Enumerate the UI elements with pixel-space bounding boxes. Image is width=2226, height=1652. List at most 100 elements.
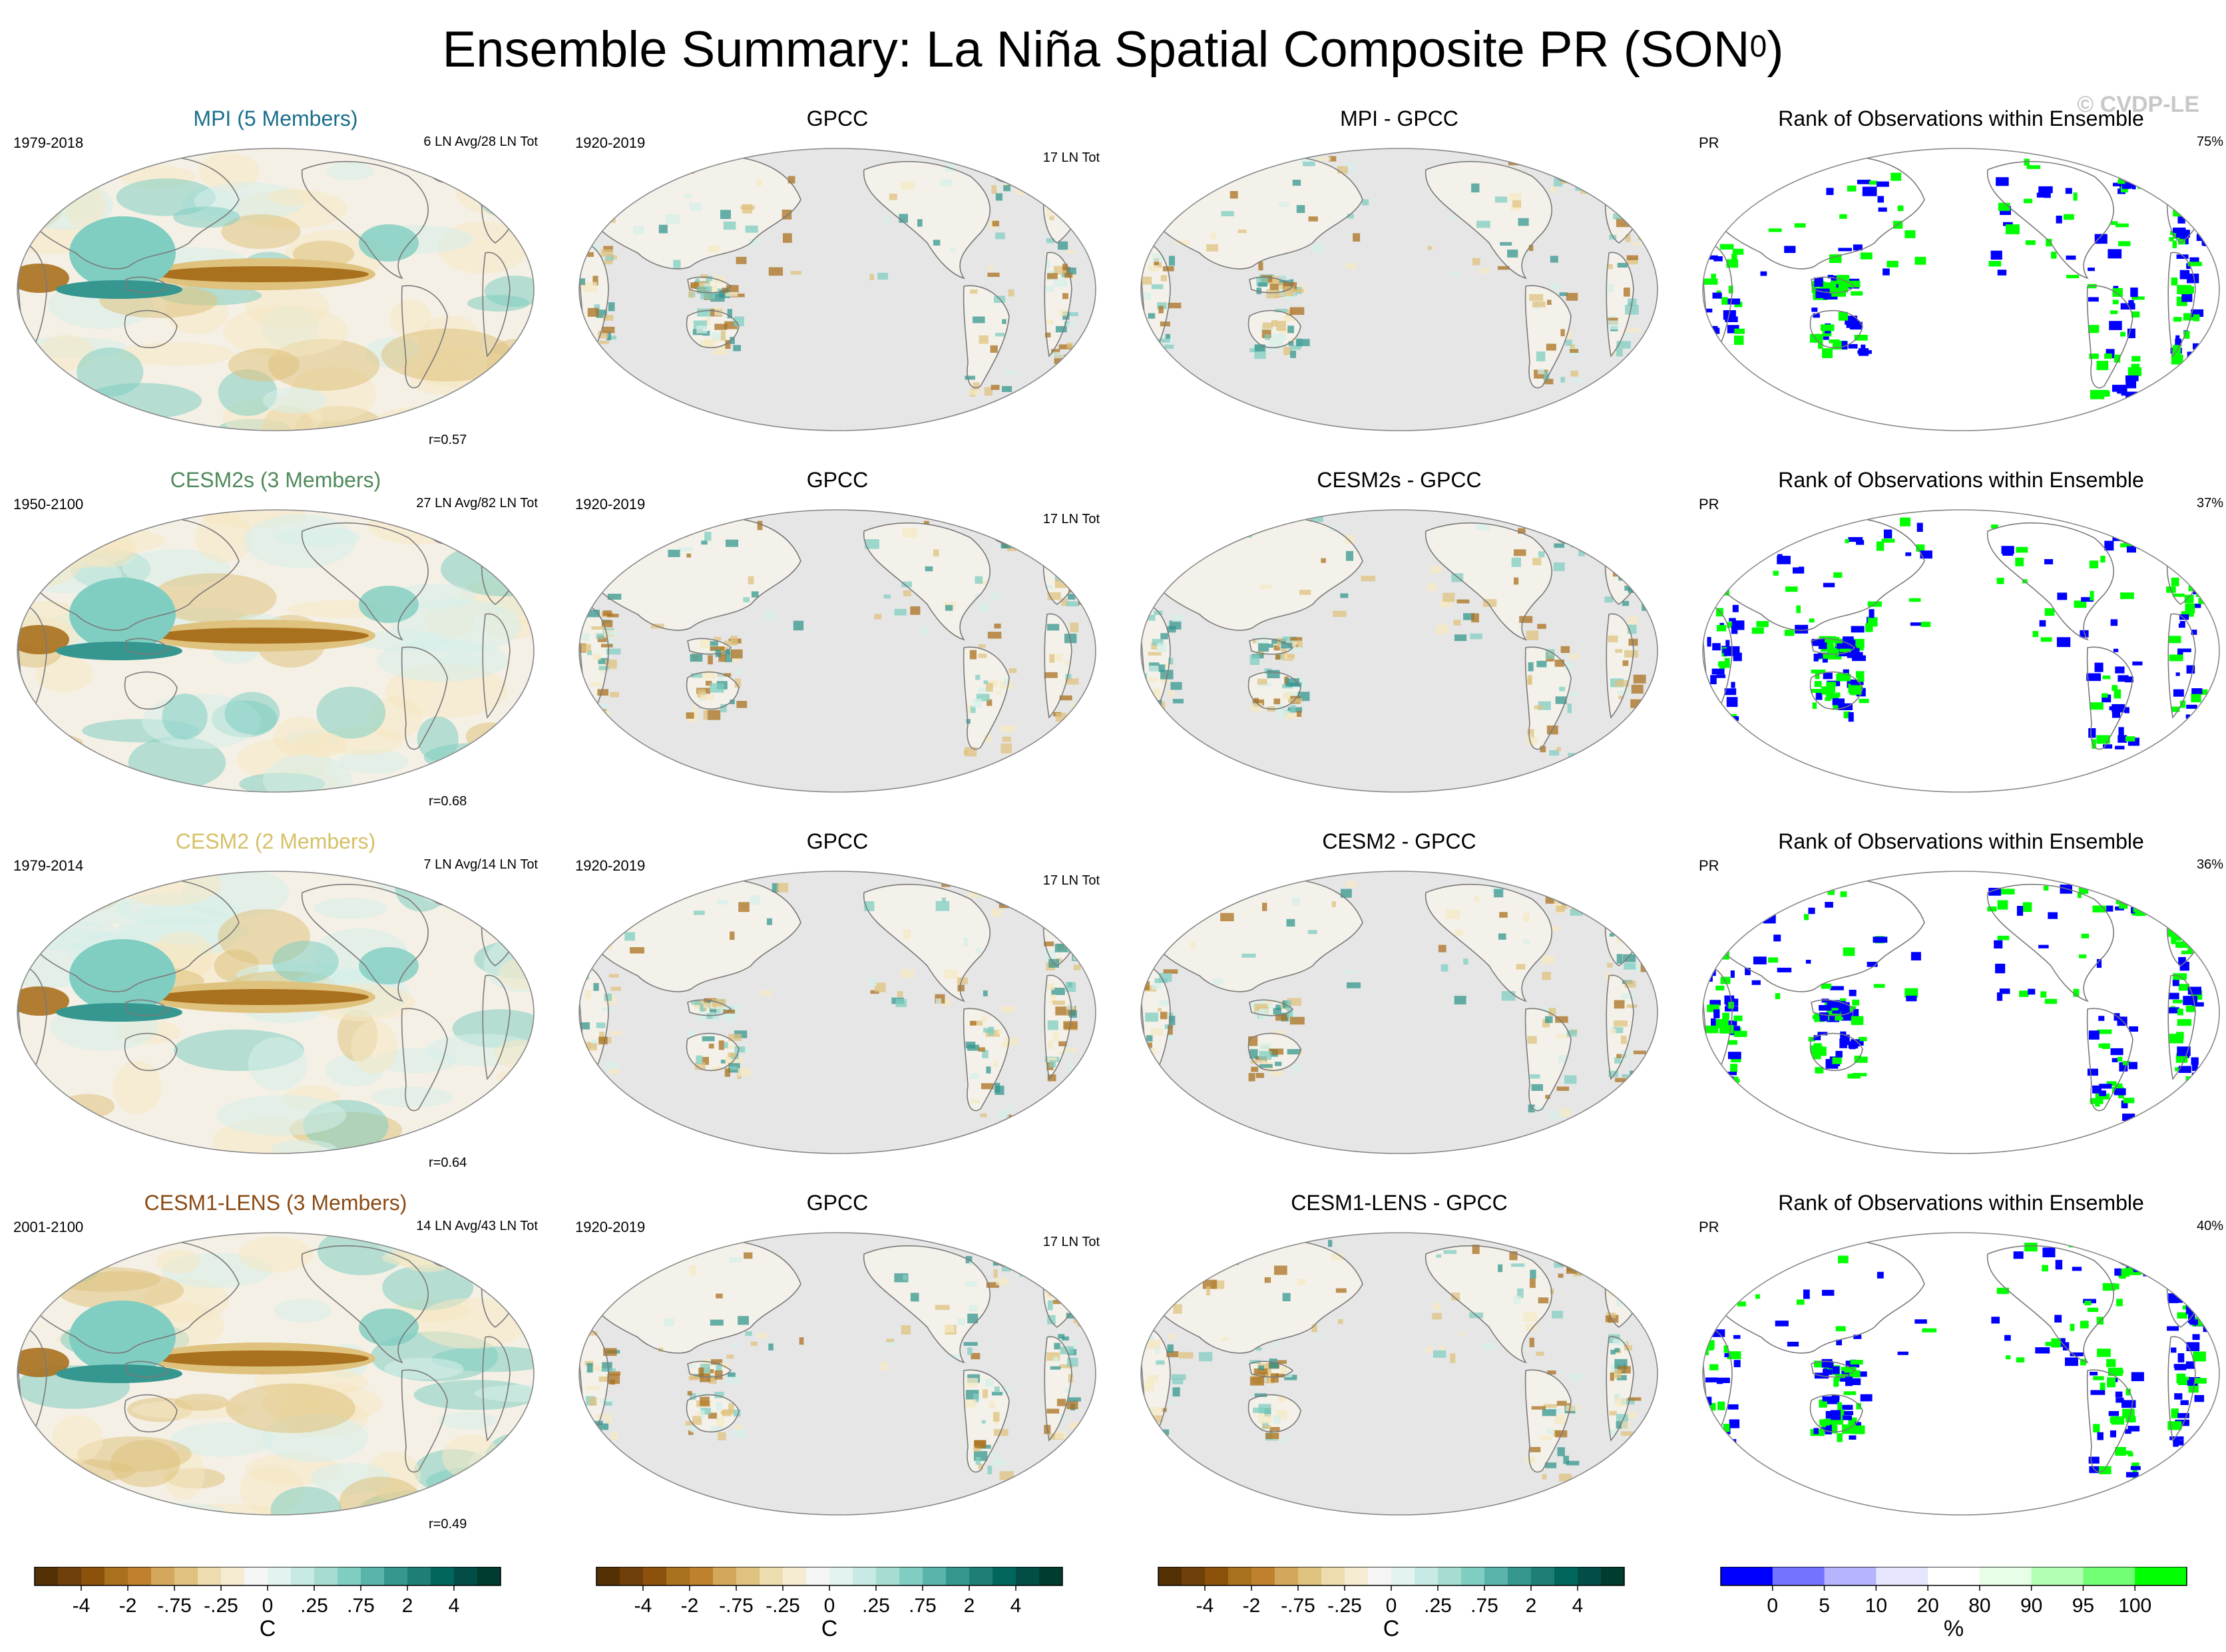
anomaly-cell xyxy=(1796,605,1801,614)
colorbar-unit: C xyxy=(821,1616,838,1641)
coastline xyxy=(2167,974,2196,1080)
anomaly-cell xyxy=(2168,992,2179,1000)
anomaly-cell xyxy=(2203,195,2215,203)
colorbar-swatch xyxy=(736,1567,760,1585)
anomaly-cell xyxy=(1588,886,1594,891)
anomaly-cell xyxy=(1723,521,1733,531)
anomaly-cell xyxy=(1003,885,1018,889)
anomaly-cell xyxy=(1631,1267,1637,1273)
anomaly-patch xyxy=(77,347,144,397)
anomaly-cell xyxy=(1482,1342,1496,1350)
anomaly-cell xyxy=(1494,196,1508,203)
panel-title: GPCC xyxy=(806,468,869,492)
anomaly-cell xyxy=(2099,1466,2112,1474)
anomaly-cell xyxy=(1274,1265,1287,1275)
anomaly-cell xyxy=(1308,216,1318,222)
anomaly-cell xyxy=(1756,621,1769,628)
anomaly-cell xyxy=(1845,1376,1853,1386)
anomaly-cell xyxy=(1012,1255,1020,1262)
anomaly-cell xyxy=(2112,288,2123,297)
anomaly-cell xyxy=(1916,522,1923,532)
colorbar-tick-label: 2 xyxy=(1525,1595,1537,1617)
colorbar-swatch xyxy=(384,1567,408,1585)
anomaly-cell xyxy=(949,248,956,253)
anomaly-cell xyxy=(1012,175,1022,184)
anomaly-cell xyxy=(588,1043,597,1051)
anomaly-cell xyxy=(598,658,609,664)
anomaly-cell xyxy=(2036,192,2046,198)
anomaly-cell xyxy=(599,340,609,344)
anomaly-cell xyxy=(1241,953,1256,958)
anomaly-cell xyxy=(1158,664,1166,672)
period-label: 1920-2019 xyxy=(575,1219,646,1235)
anomaly-cell xyxy=(1853,244,1863,251)
period-label: 1920-2019 xyxy=(575,134,646,151)
anomaly-cell xyxy=(600,249,613,257)
anomaly-cell xyxy=(1811,308,1818,312)
coastline xyxy=(963,1369,1010,1473)
anomaly-cell xyxy=(728,641,732,650)
anomaly-cell xyxy=(1024,536,1038,544)
anomaly-cell xyxy=(883,594,891,599)
anomaly-cell xyxy=(2122,1243,2128,1250)
anomaly-cell xyxy=(1608,923,1616,930)
anomaly-cell xyxy=(2197,192,2209,201)
colorbar-swatch xyxy=(899,1567,923,1585)
rank-percent: 75% xyxy=(2196,134,2223,149)
anomaly-cell xyxy=(1540,1436,1553,1440)
anomaly-cell xyxy=(2123,175,2129,180)
anomaly-cell xyxy=(1732,542,1747,548)
anomaly-cell xyxy=(2172,176,2184,186)
anomaly-cell xyxy=(2104,353,2112,359)
anomaly-cell xyxy=(1509,193,1522,201)
anomaly-cell xyxy=(1827,275,1834,279)
anomaly-cell xyxy=(1074,940,1083,944)
anomaly-cell xyxy=(1848,1042,1859,1049)
anomaly-cell xyxy=(1562,529,1575,536)
anomaly-cell xyxy=(1221,1337,1229,1341)
anomaly-cell xyxy=(2203,1293,2209,1301)
anomaly-cell xyxy=(1717,1377,1730,1383)
anomaly-cell xyxy=(2001,546,2014,554)
colorbar-tick-label: 0 xyxy=(1385,1595,1397,1617)
anomaly-cell xyxy=(1060,204,1068,211)
colorbar-swatch xyxy=(876,1567,900,1585)
anomaly-cell xyxy=(1711,937,1721,942)
colorbar-swatch xyxy=(361,1567,385,1585)
anomaly-cell xyxy=(694,1062,706,1070)
anomaly-cell xyxy=(1556,1400,1567,1406)
anomaly-cell xyxy=(1887,260,1898,268)
anomaly-cell xyxy=(2115,1391,2123,1398)
anomaly-cell xyxy=(1172,699,1184,704)
anomaly-cell xyxy=(2180,928,2190,936)
anomaly-cell xyxy=(1471,613,1479,623)
anomaly-cell xyxy=(1711,668,1725,675)
anomaly-cell xyxy=(2174,1393,2183,1400)
colorbar-tick-label: 2 xyxy=(963,1595,975,1617)
anomaly-cell xyxy=(2032,631,2039,638)
anomaly-cell xyxy=(2097,1432,2104,1440)
anomaly-patch xyxy=(17,1110,90,1138)
anomaly-cell xyxy=(1259,1051,1272,1060)
anomaly-cell xyxy=(2179,621,2185,625)
colorbar-swatch xyxy=(1158,1567,1182,1585)
anomaly-cell xyxy=(1527,729,1534,738)
anomaly-cell xyxy=(2188,1313,2195,1323)
anomaly-cell xyxy=(1831,1395,1840,1400)
anomaly-cell xyxy=(903,590,911,596)
anomaly-cell xyxy=(1819,1399,1827,1408)
anomaly-cell xyxy=(1176,201,1184,208)
anomaly-cell xyxy=(2181,896,2187,904)
anomaly-cell xyxy=(877,272,888,280)
anomaly-cell xyxy=(1178,1352,1194,1359)
anomaly-cell xyxy=(1827,1000,1840,1008)
anomaly-cell xyxy=(2138,894,2150,898)
anomaly-cell xyxy=(1292,1064,1301,1073)
anomaly-cell xyxy=(993,1428,1008,1436)
anomaly-cell xyxy=(966,1378,979,1387)
anomaly-cell xyxy=(1851,680,1864,686)
anomaly-cell xyxy=(1703,1412,1709,1421)
anomaly-cell xyxy=(608,515,615,525)
anomaly-cell xyxy=(965,1281,977,1287)
anomaly-patch xyxy=(496,1069,534,1086)
